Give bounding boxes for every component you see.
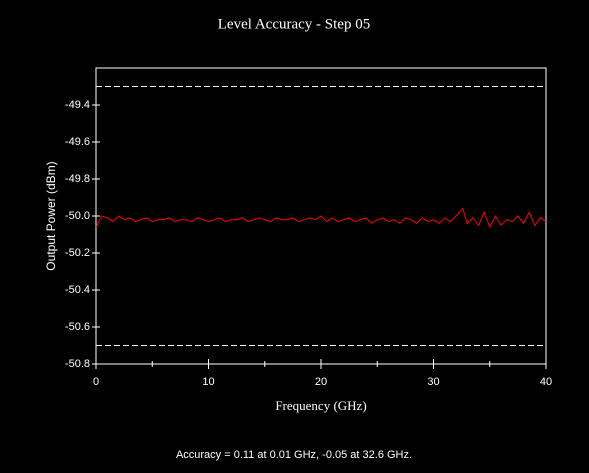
annotation: Accuracy = 0.11 at 0.01 GHz, -0.05 at 32… (176, 449, 412, 461)
x-tick-label: 10 (202, 376, 214, 388)
y-axis-label: Output Power (dBm) (44, 161, 58, 270)
x-tick-label: 20 (315, 376, 327, 388)
x-tick-label: 40 (540, 376, 552, 388)
x-tick-label: 0 (93, 376, 99, 388)
data-line (95, 207, 547, 229)
y-tick-label: -50.2 (65, 247, 90, 259)
y-tick-label: -50.6 (65, 321, 90, 333)
y-tick-label: -50.8 (65, 358, 90, 370)
y-tick-label: -49.6 (65, 136, 90, 148)
x-axis-label: Frequency (GHz) (275, 398, 366, 413)
y-tick-label: -49.4 (65, 99, 90, 111)
x-tick-label: 30 (427, 376, 439, 388)
y-tick-label: -49.8 (65, 173, 90, 185)
y-tick-label: -50.0 (65, 210, 90, 222)
chart-title: Level Accuracy - Step 05 (218, 16, 370, 32)
y-tick-label: -50.4 (65, 284, 90, 296)
